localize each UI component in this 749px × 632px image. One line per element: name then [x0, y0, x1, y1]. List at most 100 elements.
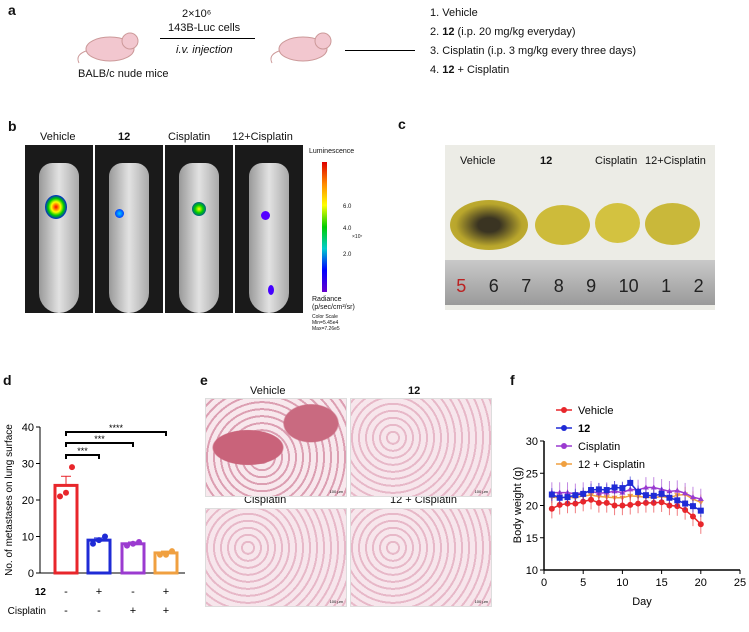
data-point — [548, 491, 555, 498]
y-tick-label: 25 — [526, 468, 538, 480]
data-point — [564, 494, 571, 501]
data-point — [697, 521, 704, 528]
ivis-image-vehicle — [25, 145, 93, 313]
data-point — [57, 493, 63, 500]
ivis-image-combo — [235, 145, 303, 313]
data-point — [697, 496, 704, 502]
data-point — [572, 492, 579, 499]
data-point — [163, 551, 169, 558]
data-point — [689, 513, 696, 520]
histo-label: 12 + Cisplatin — [390, 494, 457, 506]
group-label: 12 — [118, 131, 131, 143]
legend-marker — [561, 461, 567, 467]
x-axis-label: Day — [632, 596, 652, 608]
y-tick-label: 0 — [28, 568, 34, 580]
mouse-icon — [77, 32, 139, 64]
x-tick-label: 25 — [734, 577, 746, 589]
y-axis-label: Body weight (g) — [512, 467, 524, 543]
data-point — [90, 540, 96, 547]
x-tick-label: 0 — [541, 577, 547, 589]
panel-label-d: d — [3, 372, 12, 388]
scale-tick: 6.0 — [343, 204, 352, 210]
data-point — [650, 492, 657, 499]
data-point — [650, 499, 657, 506]
data-point — [682, 500, 689, 507]
significance-label: **** — [109, 423, 124, 433]
data-point — [102, 533, 108, 540]
data-point — [627, 479, 634, 486]
histology-12: 100 μm — [350, 398, 492, 497]
histo-label: Cisplatin — [244, 494, 287, 506]
data-point — [674, 497, 681, 504]
lung-vehicle — [450, 200, 528, 250]
row-cisplatin-sign: - — [97, 605, 101, 617]
row-12-sign: - — [131, 586, 135, 598]
data-point — [595, 486, 602, 493]
legend-label: Vehicle — [578, 405, 613, 417]
arrow-2 — [345, 50, 415, 51]
data-point — [157, 551, 163, 558]
legend-label: 12 + Cisplatin — [578, 459, 645, 471]
data-point — [580, 490, 587, 497]
y-tick-label: 30 — [22, 459, 34, 471]
y-tick-label: 20 — [22, 495, 34, 507]
data-point — [642, 492, 649, 499]
scale-unit: Radiance — [312, 296, 342, 303]
data-point — [674, 487, 681, 493]
mouse-icon — [270, 32, 332, 64]
panel-label-c: c — [398, 116, 406, 132]
data-point — [124, 542, 130, 549]
data-point — [63, 489, 69, 496]
significance-bracket — [65, 454, 100, 459]
data-point — [689, 503, 696, 510]
significance-bracket — [65, 431, 167, 436]
data-point — [556, 501, 563, 508]
data-point — [682, 490, 689, 496]
data-point — [556, 494, 563, 501]
group-label: Cisplatin — [168, 131, 211, 143]
scale-multiplier: ×10⁷ — [352, 234, 363, 240]
arrow-1 — [160, 38, 255, 39]
scale-info: Color Scale Min=5.45e4 Max=7.26e5 — [312, 314, 340, 332]
data-point — [136, 538, 142, 545]
ivis-image-cisplatin — [165, 145, 233, 313]
row-12-sign: - — [64, 586, 68, 598]
mouse-label: BALB/c nude mice — [78, 68, 169, 80]
histo-label: 12 — [408, 385, 421, 397]
y-tick-label: 15 — [526, 533, 538, 545]
panel-label-b: b — [8, 118, 17, 134]
histo-label: Vehicle — [250, 385, 286, 397]
data-point — [130, 540, 136, 547]
bar-2 — [120, 542, 146, 575]
legend-marker — [561, 443, 567, 449]
data-point — [635, 488, 642, 495]
histology-vehicle: 100 μm — [205, 398, 347, 497]
data-point — [603, 499, 610, 506]
x-tick-label: 5 — [580, 577, 586, 589]
data-point — [689, 494, 696, 500]
lung-cisplatin — [595, 203, 640, 243]
group-label: Vehicle — [40, 131, 76, 143]
legend-marker — [561, 407, 567, 413]
lung-12 — [535, 205, 590, 245]
row-cisplatin-sign: + — [130, 605, 136, 617]
data-point — [658, 490, 665, 497]
data-point — [169, 548, 175, 555]
data-point — [619, 485, 626, 492]
row-cisplatin-sign: + — [163, 605, 169, 617]
significance-label: *** — [77, 446, 88, 456]
data-point — [666, 488, 673, 494]
cell-line: 143B-Luc cells — [168, 22, 241, 34]
data-point — [96, 537, 102, 544]
data-point — [595, 499, 602, 506]
group-label: 12+Cisplatin — [232, 131, 293, 143]
data-point — [588, 496, 595, 503]
histology-cisplatin: 100 μm — [205, 508, 347, 607]
data-point — [588, 487, 595, 494]
treatment-groups: 1. Vehicle 2. 12 (i.p. 20 mg/kg everyday… — [430, 7, 637, 76]
legend-label: Cisplatin — [578, 441, 620, 453]
y-tick-label: 40 — [22, 422, 34, 434]
data-point — [611, 484, 618, 491]
legend-label: 12 — [578, 423, 590, 435]
